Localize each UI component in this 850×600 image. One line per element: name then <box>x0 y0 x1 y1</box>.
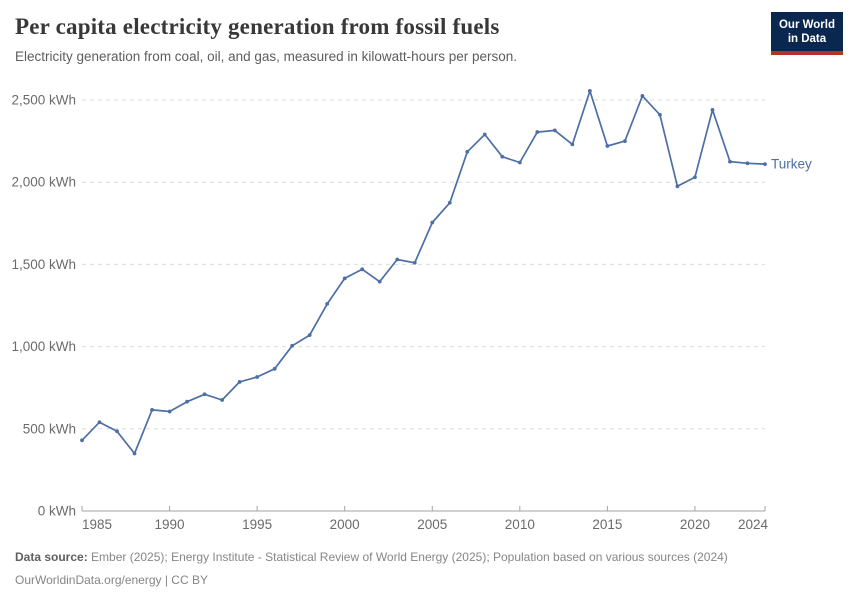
data-point[interactable] <box>658 112 662 117</box>
x-tick-label: 2000 <box>330 517 360 532</box>
data-point[interactable] <box>412 260 417 265</box>
data-point[interactable] <box>167 409 172 414</box>
license-line: OurWorldinData.org/energy | CC BY <box>15 573 208 588</box>
data-point[interactable] <box>552 128 557 133</box>
y-tick-label: 2,000 kWh <box>11 175 76 190</box>
data-point[interactable] <box>202 392 207 397</box>
data-point[interactable] <box>605 144 610 148</box>
x-tick-label: 2020 <box>680 517 710 532</box>
data-point[interactable] <box>395 257 400 262</box>
data-point[interactable] <box>763 162 767 167</box>
data-point[interactable] <box>587 89 592 93</box>
data-point[interactable] <box>517 160 522 165</box>
owid-logo-line2: in Data <box>787 33 827 46</box>
y-tick-label: 1,500 kWh <box>11 257 76 272</box>
x-tick-label: 1995 <box>242 517 272 532</box>
chart-header: Per capita electricity generation from f… <box>15 14 755 64</box>
data-point[interactable] <box>220 398 225 402</box>
data-point[interactable] <box>482 132 487 137</box>
data-point[interactable] <box>430 220 435 225</box>
owid-logo[interactable]: Our World in Data <box>770 12 843 55</box>
data-point[interactable] <box>728 159 732 164</box>
data-point[interactable] <box>693 175 697 180</box>
y-tick-label: 0 kWh <box>38 504 76 519</box>
data-line[interactable] <box>81 90 766 455</box>
data-point[interactable] <box>377 279 382 284</box>
series-label-turkey[interactable]: Turkey <box>771 157 812 172</box>
data-point[interactable] <box>307 333 312 337</box>
data-point[interactable] <box>447 200 452 205</box>
owid-logo-line1: Our World <box>778 19 835 31</box>
data-point[interactable] <box>255 375 260 379</box>
data-point[interactable] <box>342 276 347 281</box>
x-tick-label: 1985 <box>82 517 112 532</box>
y-tick-label: 2,500 kWh <box>11 93 76 108</box>
data-point[interactable] <box>622 139 627 144</box>
y-tick-label: 500 kWh <box>23 421 76 436</box>
x-tick-label: 1990 <box>155 517 185 532</box>
data-point[interactable] <box>325 301 330 306</box>
data-point[interactable] <box>272 366 277 371</box>
data-point[interactable] <box>745 161 750 166</box>
data-point[interactable] <box>97 420 102 425</box>
data-point[interactable] <box>710 107 715 112</box>
data-point[interactable] <box>115 429 119 434</box>
data-source-label: Data source: <box>15 550 88 564</box>
x-tick-label: 2005 <box>417 517 447 532</box>
page-title: Per capita electricity generation from f… <box>15 14 500 39</box>
chart-footer: Data source: Ember (2025); Energy Instit… <box>15 546 728 593</box>
y-tick-label: 1,000 kWh <box>11 339 76 354</box>
data-point[interactable] <box>570 142 575 147</box>
data-point[interactable] <box>465 149 470 154</box>
x-tick-label: 2015 <box>592 517 622 532</box>
data-point[interactable] <box>80 438 84 443</box>
data-point[interactable] <box>360 267 365 272</box>
data-point[interactable] <box>185 399 189 404</box>
data-point[interactable] <box>675 184 680 189</box>
data-point[interactable] <box>290 343 295 348</box>
chart-subtitle: Electricity generation from coal, oil, a… <box>15 49 517 64</box>
data-point[interactable] <box>237 380 242 384</box>
data-source-line: Data source: Ember (2025); Energy Instit… <box>15 546 728 569</box>
data-point[interactable] <box>640 93 645 98</box>
data-source-text: Ember (2025); Energy Institute - Statist… <box>87 550 728 564</box>
data-point[interactable] <box>132 451 137 456</box>
data-point[interactable] <box>150 407 154 412</box>
x-tick-label: 2010 <box>505 517 535 532</box>
data-point[interactable] <box>535 130 540 134</box>
x-tick-label: 2024 <box>738 517 769 532</box>
data-point[interactable] <box>500 154 505 159</box>
